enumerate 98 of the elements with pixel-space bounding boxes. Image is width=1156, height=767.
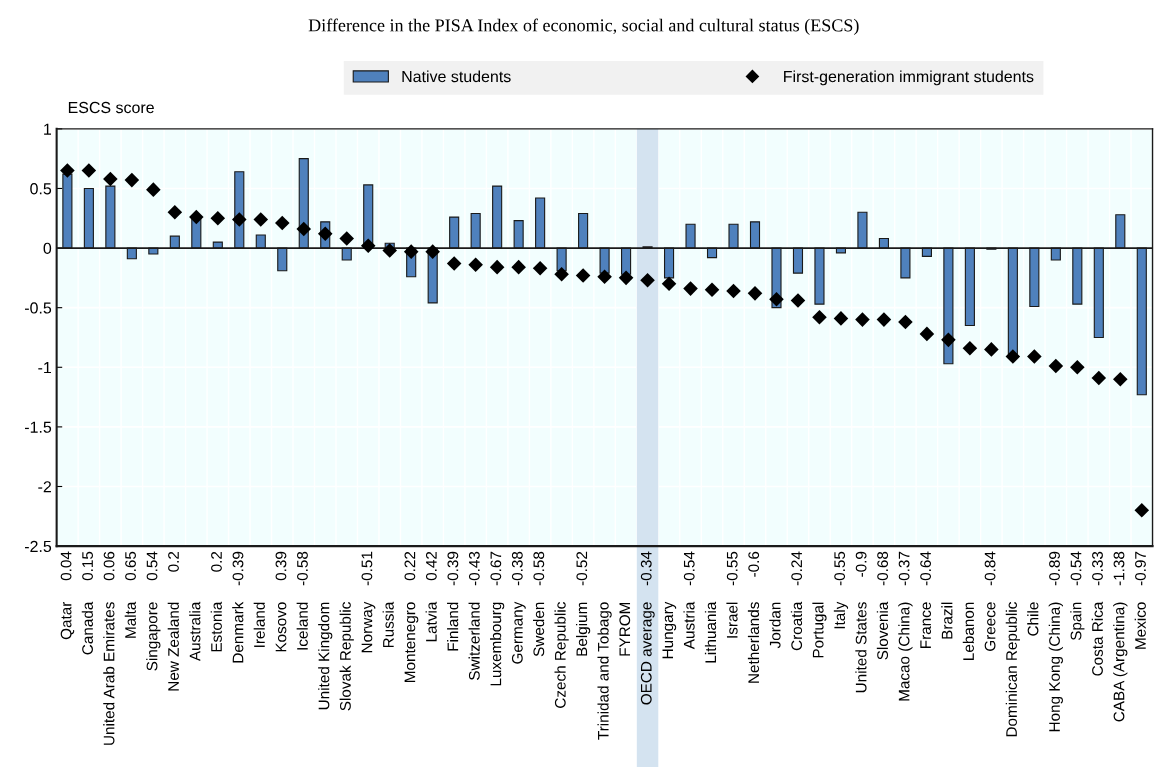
x-tick-label: Australia	[189, 601, 201, 662]
x-tick-label: Singapore	[146, 602, 161, 671]
x-tick-label: New Zealand	[167, 602, 179, 691]
x-tick-label: Kosovo	[275, 602, 287, 652]
x-tick-label: Israel	[726, 602, 738, 638]
text: 0.15	[82, 551, 93, 581]
text: -0.33	[1092, 551, 1103, 586]
x-tick-label: Lithuania	[704, 601, 717, 663]
text: -0.58	[297, 551, 308, 586]
x-tick-label: Belgium	[575, 602, 591, 656]
text: -0.68	[877, 551, 889, 586]
x-tick-label: Macao (China)	[898, 602, 913, 701]
x-tick-label: United Arab Emirates	[103, 602, 115, 745]
x-tick-label: Dominican Republic	[1005, 602, 1020, 737]
x-tick-label: Estonia	[210, 601, 222, 652]
chart-title: Difference in the PISA Index of economic, social and cultural status (ESCS)	[308, 18, 859, 36]
x-tick-label: United Kingdom	[318, 602, 333, 710]
text: -0.55	[726, 551, 738, 586]
text: -0.34	[640, 551, 652, 586]
x-tick-label: OECD average	[640, 602, 655, 705]
x-tick-label: United States	[855, 602, 867, 693]
x-tick-label: Portugal	[812, 602, 827, 658]
x-tick-label: France	[920, 602, 932, 648]
text: -0.54	[1070, 551, 1082, 586]
x-tick-label: Qatar	[60, 601, 75, 640]
x-tick-label: Netherlands	[747, 602, 760, 683]
x-tick-label: Iceland	[296, 602, 308, 650]
text: -0.55	[834, 551, 846, 586]
x-tick-label: Slovenia	[876, 601, 889, 660]
y-tick-label: 0.5	[30, 183, 52, 195]
text: 0.2	[168, 551, 179, 572]
x-tick-label: Latvia	[425, 601, 437, 642]
text: -0.9	[855, 551, 867, 577]
x-tick-label: Mexico	[1134, 602, 1146, 649]
x-tick-label: Jordan	[769, 602, 781, 649]
text: -0.37	[898, 551, 910, 586]
x-tick-label: Luxembourg	[490, 602, 505, 686]
text: -0.64	[920, 551, 932, 586]
x-tick-label: Montenegro	[404, 602, 419, 682]
text: -0.39	[232, 551, 244, 586]
x-tick-label: Malta	[124, 601, 136, 638]
text: -0.58	[533, 551, 545, 586]
y-tick-label: -0.5	[24, 302, 52, 314]
x-tick-label: Russia	[382, 601, 394, 648]
text: -0.43	[468, 551, 480, 586]
x-tick-label: Croatia	[790, 601, 803, 651]
x-tick-label: Finland	[447, 602, 459, 651]
x-tick-label: Germany	[511, 601, 526, 664]
x-tick-label: Switzerland	[468, 602, 480, 680]
x-tick-label: Sweden	[533, 602, 545, 657]
y-axis-title: ESCS score	[68, 101, 154, 114]
text: -0.54	[683, 551, 695, 586]
text: -0.84	[984, 551, 996, 586]
x-tick-label: Denmark	[232, 601, 244, 663]
text: 0.06	[103, 551, 115, 581]
y-tick-label: -1.5	[24, 421, 52, 433]
y-tick-label: 1	[44, 123, 51, 135]
text: -1.38	[1113, 551, 1125, 586]
text: -0.39	[447, 551, 459, 586]
x-tick-label: FYROM	[619, 602, 631, 656]
x-tick-label: Czech Republic	[554, 602, 569, 708]
text: -0.38	[511, 551, 523, 586]
text: -0.51	[361, 551, 373, 586]
text: -0.24	[791, 551, 803, 586]
y-tick-label: -2	[38, 481, 51, 493]
x-tick-label: Greece	[984, 602, 996, 651]
x-tick-label: Italy	[833, 601, 849, 629]
text: 0.22	[404, 551, 416, 581]
x-tick-label: Slovak Republic	[339, 602, 354, 711]
text: 0.04	[60, 551, 72, 581]
text: 0.2	[211, 551, 222, 572]
text: 0.65	[125, 551, 136, 581]
text: -0.6	[748, 551, 760, 577]
x-tick-label: Costa Rica	[1091, 601, 1103, 676]
text: -0.52	[576, 551, 588, 586]
x-tick-label: Brazil	[941, 602, 953, 639]
x-tick-label: Spain	[1070, 602, 1085, 641]
x-tick-label: Canada	[81, 601, 93, 655]
legend-label: Native students	[402, 70, 511, 83]
x-tick-label: Lebanon	[962, 602, 974, 660]
text: -0.97	[1135, 551, 1146, 586]
x-tick-label: Ireland	[253, 602, 265, 647]
x-tick-label: Chile	[1027, 602, 1039, 636]
x-tick-label: Hong Kong (China)	[1048, 602, 1063, 732]
legend-label: First-generation immigrant students	[784, 70, 1034, 86]
text: -0.89	[1049, 551, 1060, 586]
text: 0.54	[146, 551, 158, 581]
x-tick-label: CABA (Argentina)	[1113, 602, 1128, 722]
y-tick-label: -1	[38, 362, 51, 374]
text: -0.67	[490, 551, 502, 586]
text: 0.42	[425, 551, 437, 581]
x-tick-label: Norway	[361, 601, 376, 653]
x-tick-label: Austria	[683, 601, 695, 650]
text: 0.39	[275, 551, 287, 581]
y-tick-label: -2.5	[24, 540, 52, 553]
x-tick-label: Trinidad and Tobago	[597, 602, 612, 740]
x-tick-label: Hungary	[662, 601, 677, 659]
y-tick-label: 0	[43, 242, 52, 255]
